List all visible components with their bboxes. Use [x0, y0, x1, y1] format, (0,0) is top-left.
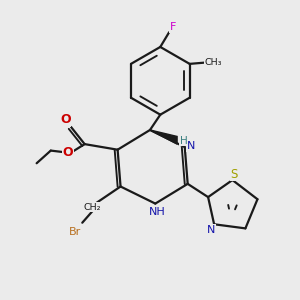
Polygon shape — [150, 130, 177, 144]
Text: O: O — [63, 146, 74, 159]
Text: NH: NH — [148, 207, 165, 217]
Text: F: F — [170, 22, 176, 32]
Text: CH₂: CH₂ — [84, 203, 101, 212]
Text: Br: Br — [69, 227, 81, 237]
Text: O: O — [60, 113, 70, 126]
Text: CH₃: CH₃ — [204, 58, 222, 68]
Text: N: N — [207, 225, 215, 235]
Text: N: N — [187, 142, 195, 152]
Text: H: H — [180, 136, 188, 146]
Text: S: S — [230, 168, 238, 181]
